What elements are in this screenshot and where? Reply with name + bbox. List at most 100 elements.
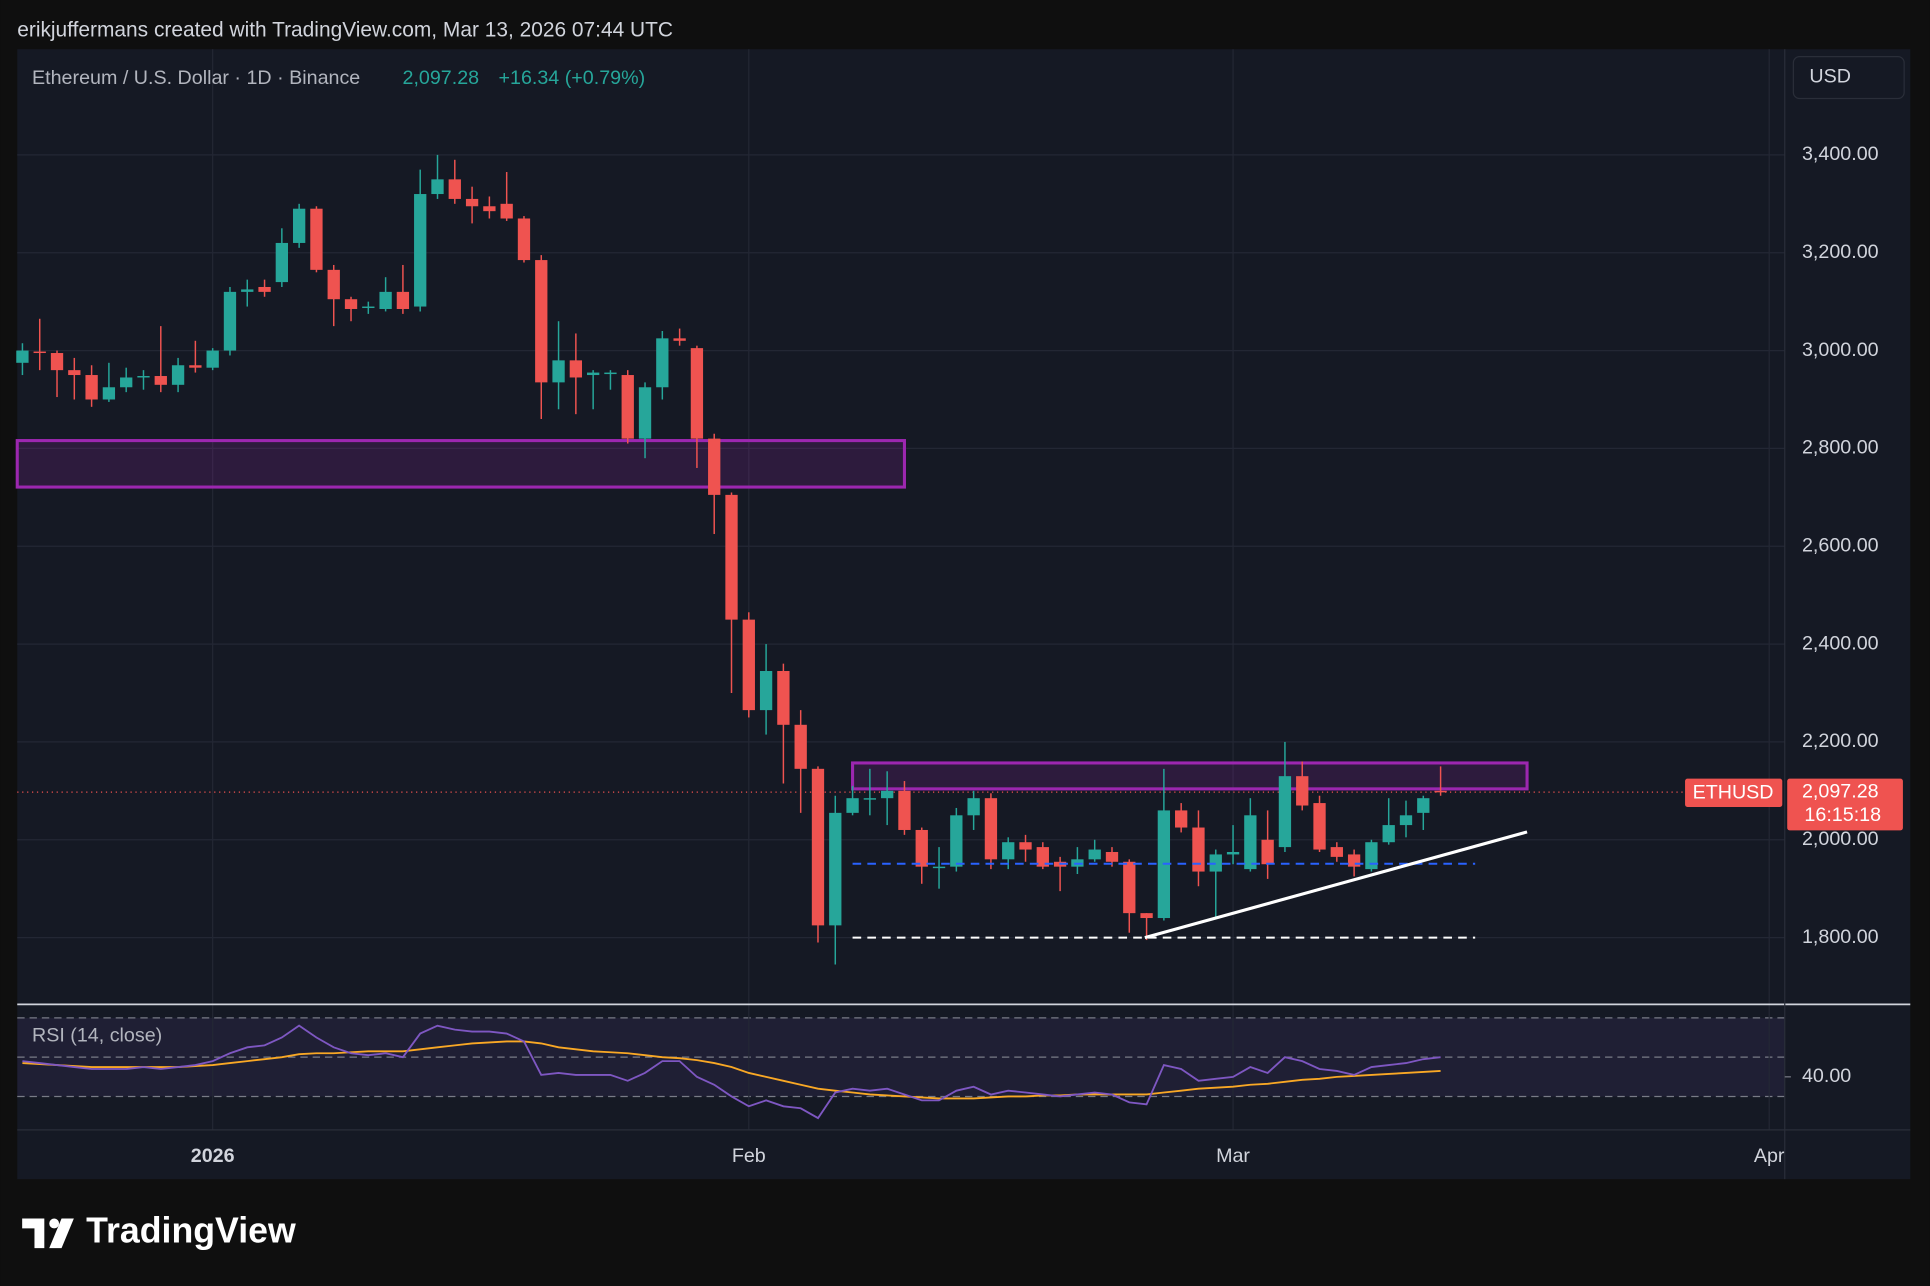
candle-body — [1209, 854, 1222, 872]
candle-body — [725, 494, 738, 620]
candle-body — [1399, 815, 1413, 826]
candle-body — [1019, 842, 1032, 850]
candle-body — [68, 370, 81, 376]
candle-body — [1226, 851, 1240, 855]
candle-body — [120, 377, 133, 388]
candle-body — [811, 768, 825, 926]
rsi-label: RSI (14, close) — [32, 1025, 162, 1047]
candle-body — [967, 798, 980, 816]
chart-frame — [17, 49, 1911, 1180]
y-tick-label: 2,200.00 — [1802, 730, 1879, 752]
candle-body — [690, 348, 704, 439]
ticker-label: ETHUSD — [1693, 782, 1774, 804]
y-tick-label: 2,800.00 — [1802, 437, 1879, 459]
candle-body — [1434, 790, 1447, 793]
candle-body — [1175, 810, 1188, 828]
candle-body — [863, 798, 877, 800]
candle-body — [1261, 839, 1274, 865]
candle-body — [396, 291, 410, 309]
candle-body — [189, 365, 202, 368]
candle-body — [379, 291, 392, 309]
y-tick-label: 1,800.00 — [1802, 926, 1879, 948]
price-badge — [1787, 778, 1903, 831]
candle-body — [1002, 842, 1015, 860]
candle-body — [154, 376, 167, 385]
candle-body — [1382, 825, 1395, 843]
candle-body — [483, 206, 496, 212]
candle-body — [1365, 842, 1378, 870]
candle-body — [846, 798, 859, 813]
candle-body — [1330, 847, 1343, 857]
candle-body — [552, 360, 565, 383]
candle-body — [223, 291, 237, 351]
candle-body — [1140, 913, 1153, 919]
y-tick-label: 3,200.00 — [1802, 241, 1879, 263]
zone — [851, 761, 1529, 791]
brand-logo — [22, 1218, 74, 1249]
candle-body — [950, 815, 963, 867]
candle-body — [1105, 851, 1119, 862]
candle-body — [517, 218, 531, 261]
candle-body — [327, 269, 340, 300]
price-change: +16.34 (+0.79%) — [499, 67, 646, 89]
y-tick-label: 3,400.00 — [1802, 143, 1879, 165]
candle-body — [241, 289, 254, 292]
candle-body — [448, 179, 461, 199]
rsi-ma-line — [22, 1040, 1441, 1100]
candle-body — [621, 375, 634, 439]
candle-body — [898, 790, 911, 830]
candle-body — [794, 724, 807, 769]
candle-body — [915, 829, 928, 867]
candle-body — [1244, 815, 1257, 870]
candle-body — [569, 360, 583, 378]
candle-body — [708, 438, 721, 495]
candle-body — [500, 203, 513, 219]
currency[interactable]: USD — [1809, 66, 1851, 88]
candle-body — [1347, 854, 1361, 867]
candle-body — [1278, 776, 1292, 848]
candle-body — [1417, 798, 1430, 813]
candle-body — [258, 286, 271, 292]
candle-body — [33, 351, 46, 354]
candle-body — [742, 619, 755, 711]
candle-body — [275, 242, 289, 283]
candle-body — [656, 338, 669, 388]
candle-body — [1088, 849, 1101, 860]
last-price-header: 2,097.28 — [402, 67, 479, 89]
countdown: 16:15:18 — [1804, 804, 1881, 826]
candle-body — [535, 260, 548, 383]
symbol-label: Ethereum / U.S. Dollar · 1D · Binance — [32, 67, 360, 89]
x-tick-label: Mar — [1216, 1145, 1250, 1167]
candle-body — [1313, 803, 1326, 850]
candle-body — [932, 866, 946, 869]
brand: TradingView — [86, 1211, 296, 1251]
candle-body — [984, 798, 998, 860]
last-price-label: 2,097.28 — [1802, 780, 1879, 802]
candle-body — [414, 194, 427, 307]
candle-body — [85, 375, 98, 400]
y-tick-label: 2,400.00 — [1802, 632, 1879, 654]
candle-body — [1123, 861, 1136, 914]
candle-body — [431, 179, 444, 195]
currency-button[interactable] — [1792, 56, 1905, 100]
rsi-band — [17, 1017, 1785, 1097]
candle-body — [604, 372, 617, 375]
ticker-badge — [1685, 778, 1783, 807]
candle-body — [171, 365, 185, 385]
x-tick-label: Feb — [732, 1145, 766, 1167]
zone — [15, 439, 906, 489]
candle-body — [16, 350, 29, 363]
trendline — [1144, 830, 1528, 940]
candle-body — [206, 350, 219, 368]
candle-body — [292, 208, 306, 243]
x-tick-label: Apr — [1754, 1145, 1785, 1167]
candle-body — [759, 670, 773, 711]
candle-body — [50, 353, 64, 371]
candle-body — [137, 376, 150, 378]
candle-body — [777, 670, 790, 725]
y-tick-label: 2,600.00 — [1802, 534, 1879, 556]
candle-body — [465, 198, 479, 207]
candle-body — [1192, 827, 1205, 872]
